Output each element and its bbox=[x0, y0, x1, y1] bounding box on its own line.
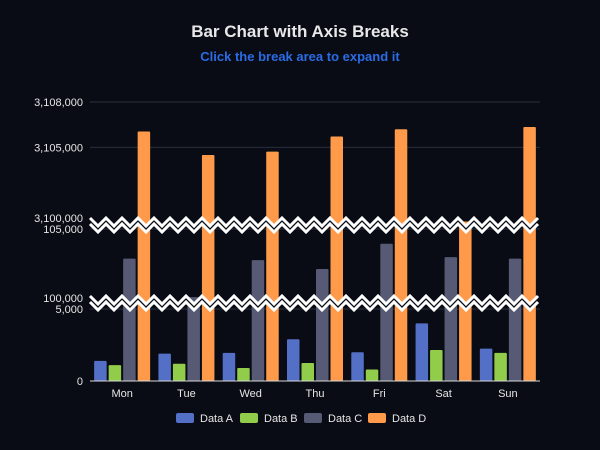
x-tick-label: Fri bbox=[373, 388, 386, 400]
x-tick-label: Wed bbox=[240, 388, 262, 400]
bar-data-b[interactable] bbox=[494, 352, 507, 381]
bar-data-b[interactable] bbox=[365, 369, 379, 381]
bar-data-d[interactable] bbox=[330, 136, 344, 381]
bar-data-b[interactable] bbox=[237, 368, 250, 381]
axis-break-line[interactable] bbox=[88, 293, 540, 307]
bar-data-a[interactable] bbox=[158, 353, 171, 381]
y-tick-label: 105,000 bbox=[43, 224, 83, 236]
bar-data-d[interactable] bbox=[137, 131, 151, 381]
y-tick-label: 100,000 bbox=[43, 293, 83, 305]
y-tick-label: 3,100,000 bbox=[34, 213, 83, 225]
chart-title: Bar Chart with Axis Breaks bbox=[191, 22, 409, 41]
bar-data-b[interactable] bbox=[430, 350, 443, 381]
bar-data-a[interactable] bbox=[94, 360, 107, 381]
x-tick-label: Tue bbox=[177, 388, 196, 400]
bar-data-a[interactable] bbox=[415, 323, 429, 381]
bar-data-d[interactable] bbox=[201, 154, 215, 381]
legend-swatch[interactable] bbox=[304, 413, 322, 423]
bar-data-c[interactable] bbox=[444, 257, 458, 381]
bar-data-a[interactable] bbox=[222, 352, 236, 381]
x-tick-label: Sun bbox=[498, 388, 518, 400]
axis-break-line[interactable] bbox=[88, 221, 540, 235]
bar-data-c[interactable] bbox=[251, 260, 265, 381]
legend-label[interactable]: Data B bbox=[264, 413, 298, 425]
bar-data-c[interactable] bbox=[187, 297, 200, 381]
bar-data-c[interactable] bbox=[316, 268, 329, 381]
legend-swatch[interactable] bbox=[176, 413, 194, 423]
y-tick-label: 0 bbox=[77, 376, 83, 388]
legend-label[interactable]: Data A bbox=[200, 413, 234, 425]
x-tick-label: Thu bbox=[306, 388, 325, 400]
bar-data-b[interactable] bbox=[108, 365, 122, 381]
axis-break-line[interactable] bbox=[88, 215, 540, 229]
bar-data-d[interactable] bbox=[523, 126, 536, 381]
x-tick-label: Mon bbox=[111, 388, 132, 400]
bar-data-a[interactable] bbox=[479, 348, 493, 381]
bar-data-a[interactable] bbox=[287, 339, 300, 381]
bar-data-b[interactable] bbox=[301, 363, 315, 381]
bar-data-a[interactable] bbox=[351, 352, 364, 381]
axis-break-area[interactable] bbox=[90, 218, 538, 232]
legend-swatch[interactable] bbox=[240, 413, 258, 423]
axis-break-area[interactable] bbox=[90, 296, 538, 310]
y-tick-label: 3,105,000 bbox=[34, 142, 83, 154]
x-tick-label: Sat bbox=[435, 388, 452, 400]
bar-data-c[interactable] bbox=[508, 258, 522, 381]
legend-swatch[interactable] bbox=[368, 413, 386, 423]
chart-subtitle[interactable]: Click the break area to expand it bbox=[200, 49, 400, 64]
y-tick-label: 3,108,000 bbox=[34, 97, 83, 109]
legend-label[interactable]: Data C bbox=[328, 413, 362, 425]
bar-data-b[interactable] bbox=[172, 363, 186, 381]
legend-label[interactable]: Data D bbox=[392, 413, 426, 425]
bar-data-d[interactable] bbox=[394, 129, 408, 381]
y-tick-label: 5,000 bbox=[55, 304, 83, 316]
bar-data-c[interactable] bbox=[380, 243, 393, 381]
axis-break-line[interactable] bbox=[88, 299, 540, 313]
bar-data-d[interactable] bbox=[266, 151, 279, 381]
bar-data-c[interactable] bbox=[123, 258, 136, 381]
